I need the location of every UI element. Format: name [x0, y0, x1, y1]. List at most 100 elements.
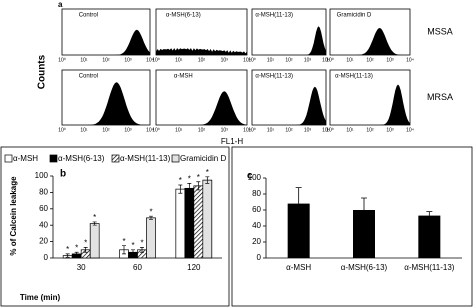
error-bar: [426, 211, 433, 216]
error-bar: [131, 249, 135, 256]
histogram-title: α-MSH(11-13): [255, 13, 293, 19]
x-tick-label: 10²: [366, 57, 374, 63]
legend-label: Gramicidin D: [180, 154, 226, 163]
y-tick-label: 40: [39, 220, 48, 229]
bar: [287, 203, 310, 258]
x-tick-label: α-MSH: [286, 263, 311, 272]
significance-marker: *: [122, 237, 125, 246]
histogram: [330, 84, 410, 125]
x-tick-label: 10⁰: [248, 57, 256, 63]
x-tick-label: 10¹: [346, 57, 354, 63]
histogram-title: α-MSH(6-13): [166, 13, 201, 19]
x-tick-label: 10⁰: [326, 127, 334, 133]
error-bar: [178, 184, 183, 194]
y-tick-label: 80: [39, 188, 48, 197]
significance-marker: *: [188, 174, 191, 183]
histogram-title: α-MSH(11-13): [335, 74, 373, 80]
x-tick-label: 10²: [102, 127, 110, 133]
x-tick-label: 10³: [386, 127, 394, 133]
bar: [353, 210, 375, 258]
histogram: [330, 28, 410, 55]
y-tick-label: 40: [252, 221, 261, 230]
histogram-title: Control: [79, 13, 98, 19]
x-tick-label: 10⁰: [58, 127, 66, 133]
legend-swatch: [171, 154, 180, 163]
x-tick-label: 120: [187, 263, 201, 272]
legend-swatch: [111, 154, 120, 163]
x-tick-label: 10¹: [80, 127, 88, 133]
significance-marker: *: [84, 238, 87, 247]
y-axis-label: % of Calcein leakage: [9, 176, 18, 256]
significance-marker: *: [66, 245, 69, 254]
y-tick-label: 20: [252, 237, 261, 246]
histogram-title: α-MSH(11-13): [255, 74, 293, 80]
x-tick-label: 10¹: [175, 57, 183, 63]
x-tick-label: 10⁴: [243, 57, 251, 63]
bar: [175, 188, 186, 259]
significance-marker: *: [75, 243, 78, 252]
error-bar: [295, 187, 302, 204]
y-tick-label: 60: [252, 205, 261, 214]
x-tick-label: α-MSH(6-13): [341, 263, 388, 272]
legend-label: α-MSH(11-13): [120, 154, 171, 163]
error-bar: [361, 197, 367, 210]
x-tick-label: α-MSH(11-13): [404, 263, 455, 272]
x-tick-label: 10¹: [175, 127, 183, 133]
row-label: MSSA: [427, 26, 453, 36]
x-tick-label: 10³: [304, 127, 312, 133]
x-tick-label: 10³: [124, 57, 132, 63]
error-bar: [187, 183, 192, 194]
histogram: [252, 26, 326, 55]
x-tick-label: 10³: [304, 57, 312, 63]
error-bar: [149, 215, 153, 220]
y-tick-label: 0: [44, 253, 49, 262]
bar: [202, 179, 213, 259]
error-bar: [74, 251, 79, 256]
x-tick-label: 10²: [366, 127, 374, 133]
x-tick-label: 10³: [221, 127, 229, 133]
error-bar: [140, 246, 144, 253]
y-tick-label: 60: [39, 204, 48, 213]
x-tick-label: 10¹: [267, 57, 275, 63]
panel-label: c: [247, 171, 253, 182]
significance-marker: *: [140, 238, 143, 247]
x-tick-label: 10⁴: [322, 127, 330, 133]
significance-marker: *: [149, 207, 152, 216]
significance-marker: *: [93, 213, 96, 222]
x-tick-label: 10⁴: [406, 57, 414, 63]
y-tick-label: 100: [248, 173, 262, 182]
panel-label: b: [60, 169, 66, 180]
significance-marker: *: [131, 241, 134, 250]
x-tick-label: 10⁴: [146, 57, 154, 63]
error-bar: [196, 181, 201, 191]
histogram-title: Control: [79, 74, 98, 80]
y-axis-label: Counts: [37, 54, 48, 89]
histogram: [156, 48, 247, 55]
error-bar: [205, 176, 210, 184]
x-tick-label: 10³: [386, 57, 394, 63]
panel-b-frame: [0, 146, 230, 307]
legend-swatch: [49, 154, 58, 163]
histogram: [252, 86, 326, 125]
panel-label: a: [58, 0, 63, 9]
x-tick-label: 10⁴: [243, 127, 251, 133]
y-tick-label: 100: [35, 171, 49, 180]
error-bar: [122, 245, 126, 255]
histogram: [156, 91, 247, 125]
x-axis-label: FL1-H: [221, 137, 243, 146]
y-tick-label: 80: [252, 189, 261, 198]
x-tick-label: 10²: [102, 57, 110, 63]
legend-label: α-MSH(6-13): [58, 154, 105, 163]
legend-label: α-MSH: [13, 154, 38, 163]
x-tick-label: 10⁴: [406, 127, 414, 133]
histogram: [62, 29, 150, 55]
significance-marker: *: [179, 176, 182, 185]
x-tick-label: 10³: [221, 57, 229, 63]
bar: [146, 217, 156, 259]
x-tick-label: 10¹: [346, 127, 354, 133]
x-tick-label: 10⁰: [152, 127, 160, 133]
bar: [184, 187, 195, 259]
x-tick-label: 10⁴: [146, 127, 154, 133]
error-bar: [92, 221, 97, 226]
